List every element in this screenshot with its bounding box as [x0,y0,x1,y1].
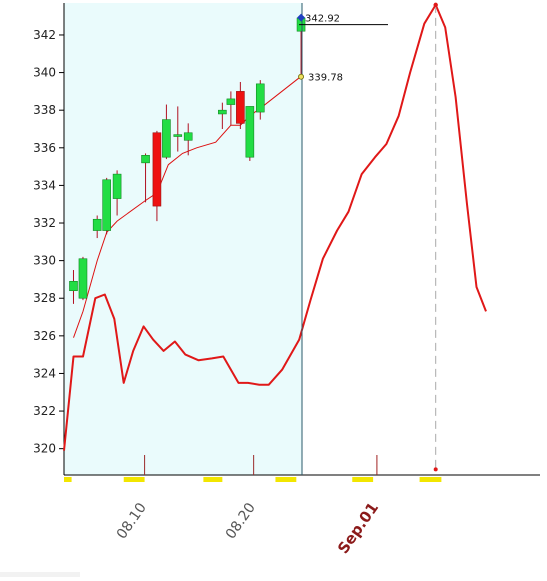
candle-body [183,132,193,141]
candle-body [245,106,255,158]
y-tick-label: 326 [33,329,56,343]
y-tick-label: 332 [33,216,56,230]
price-callout-label: 342.92 [305,14,340,25]
candle-body [69,281,78,292]
y-tick-label: 340 [33,66,56,80]
candle-body [218,109,227,115]
x-tick-label: 08.10 [114,500,150,542]
candle-body [162,119,171,158]
x-tick-label: Sep.01 [334,499,382,557]
y-tick-label: 320 [33,442,56,456]
y-tick-label: 334 [33,178,56,192]
peak-bottom-marker [433,467,438,472]
candle-body [255,83,265,113]
y-tick-label: 324 [33,366,56,380]
y-tick-label: 328 [33,291,56,305]
candle-body [102,179,111,231]
candle-body [152,132,162,207]
candle-body [226,98,236,105]
x-axis-highlight [64,477,72,482]
x-axis-highlight [352,477,374,482]
bottom-shadow [0,572,80,577]
ma-callout-label: 339.78 [308,73,343,84]
y-tick-label: 322 [33,404,56,418]
candle-body [78,258,88,299]
x-axis-highlight [203,477,223,482]
peak-marker [433,2,438,8]
y-tick-label: 342 [33,28,56,42]
y-tick-label: 330 [33,254,56,268]
history-background [64,3,302,475]
candle-body [92,218,102,231]
x-axis-highlight [419,477,442,482]
red-series-line [63,3,487,451]
y-tick-label: 338 [33,103,56,117]
candle-body [141,155,150,164]
x-tick-label: 08.20 [223,500,259,542]
x-axis-highlight [123,477,145,482]
candle-body [173,134,183,137]
ma-end-marker [298,73,304,80]
moving-average-line [73,75,302,338]
y-tick-label: 336 [33,141,56,155]
price-marker-diamond [297,13,306,22]
candle-body [112,173,122,199]
candle-body [236,91,245,124]
x-axis-highlight [275,477,297,482]
